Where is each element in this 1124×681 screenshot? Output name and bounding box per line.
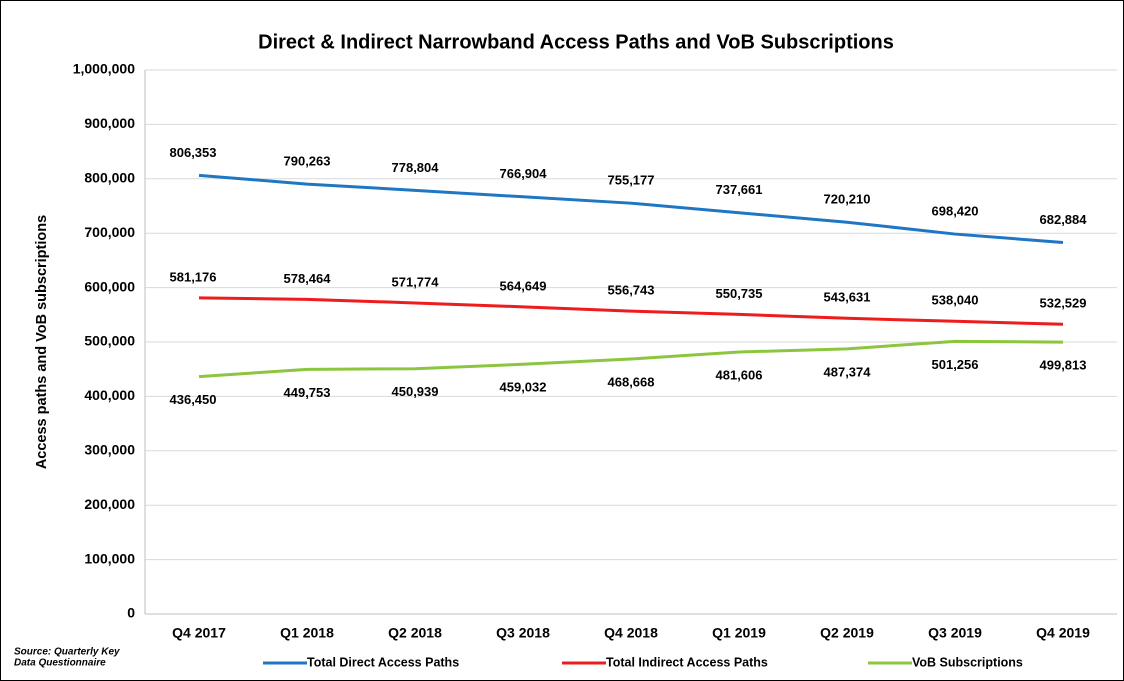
y-tick-label: 800,000 [84,170,135,186]
y-tick-label: 700,000 [84,224,135,240]
x-tick-label: Q4 2018 [604,625,658,641]
data-label: 581,176 [170,269,217,284]
legend-label: Total Direct Access Paths [307,655,459,669]
x-tick-label: Q4 2017 [172,625,226,641]
data-label: 543,631 [824,290,871,305]
data-label: 499,813 [1040,358,1087,373]
data-label: 501,256 [932,357,979,372]
legend-label: VoB Subscriptions [912,655,1023,669]
chart-title: Direct & Indirect Narrowband Access Path… [258,31,894,53]
x-tick-label: Q3 2018 [496,625,550,641]
data-label: 532,529 [1040,296,1087,311]
y-tick-label: 900,000 [84,115,135,131]
data-label: 766,904 [500,166,548,181]
y-tick-label: 500,000 [84,333,135,349]
data-label: 449,753 [284,385,331,400]
x-tick-label: Q2 2018 [388,625,442,641]
data-label: 755,177 [608,173,655,188]
y-tick-label: 400,000 [84,387,135,403]
data-label: 468,668 [608,374,655,389]
data-label: 806,353 [170,145,217,160]
data-label: 778,804 [392,160,440,175]
data-label: 538,040 [932,293,979,308]
data-label: 578,464 [284,271,332,286]
y-axis-title: Access paths and VoB subscriptions [34,215,50,469]
y-tick-label: 1,000,000 [73,61,135,77]
data-label: 698,420 [932,203,979,218]
data-label: 450,939 [392,384,439,399]
data-label: 487,374 [824,364,872,379]
y-tick-label: 0 [127,605,135,621]
data-label: 481,606 [716,367,763,382]
series-line [198,296,1064,326]
series-line [198,339,1064,379]
y-tick-label: 600,000 [84,278,135,294]
data-label: 556,743 [608,283,655,298]
data-label: 571,774 [392,274,440,289]
data-label: 550,735 [716,286,763,301]
y-tick-label: 200,000 [84,496,135,512]
source-note: Data Questionnaire [14,658,106,669]
x-tick-label: Q4 2019 [1036,625,1090,641]
x-tick-label: Q1 2019 [712,625,766,641]
data-label: 682,884 [1040,212,1088,227]
y-tick-label: 100,000 [84,550,135,566]
y-tick-label: 300,000 [84,442,135,458]
series-line [198,173,1064,245]
source-note: Source: Quarterly Key [14,647,120,658]
legend-label: Total Indirect Access Paths [606,655,768,669]
data-label: 790,263 [284,154,331,169]
data-label: 737,661 [716,182,763,197]
data-label: 564,649 [500,278,547,293]
data-label: 459,032 [500,380,547,395]
data-label: 720,210 [824,192,871,207]
x-tick-label: Q3 2019 [928,625,982,641]
x-tick-label: Q1 2018 [280,625,334,641]
x-tick-label: Q2 2019 [820,625,874,641]
data-label: 436,450 [170,392,217,407]
